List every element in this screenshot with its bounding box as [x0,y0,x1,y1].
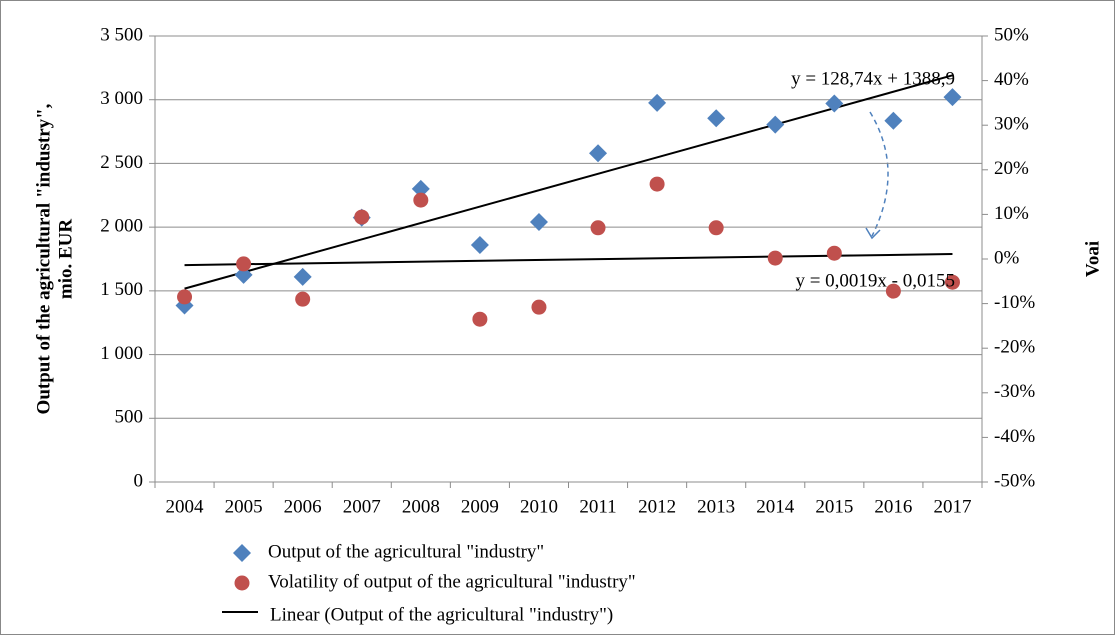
y-axis-label: Output of the agricultural "industry", [33,103,54,414]
x-tick-label: 2016 [874,496,912,517]
data-point [295,291,311,307]
y2-axis-label: Voai [1082,241,1103,277]
data-point [531,299,547,315]
data-point [590,220,606,236]
x-tick-label: 2017 [933,496,971,517]
data-point [470,235,489,254]
y-tick-label: 3 000 [100,88,143,109]
y2-tick-label: -40% [994,426,1035,447]
legend-marker [233,544,251,562]
legend-label: Volatility of output of the agricultural… [268,571,636,592]
data-point [767,250,783,266]
x-tick-label: 2004 [166,496,205,517]
data-point [354,209,370,225]
x-tick-label: 2015 [815,496,853,517]
y2-tick-label: 10% [994,203,1029,224]
data-point [649,176,665,192]
x-tick-label: 2014 [756,496,795,517]
data-point [413,192,429,208]
x-tick-label: 2010 [520,496,558,517]
y-tick-label: 1 500 [100,279,143,300]
data-point [234,265,253,284]
y-axis-label: mio. EUR [55,219,76,300]
data-point [884,111,903,130]
y-tick-label: 1 000 [100,343,143,364]
x-tick-label: 2013 [697,496,735,517]
trendline [184,74,953,290]
data-point [766,115,785,134]
legend-label: Output of the agricultural "industry" [268,541,544,562]
x-tick-label: 2006 [284,496,322,517]
x-tick-label: 2007 [343,496,381,517]
data-point [411,179,430,198]
annotation-arrowhead [865,227,881,240]
y-tick-label: 2 500 [100,152,143,173]
data-point [529,213,548,232]
x-tick-label: 2008 [402,496,440,517]
y2-tick-label: 20% [994,158,1029,179]
y2-tick-label: -10% [994,292,1035,313]
data-point [293,267,312,286]
y2-tick-label: 30% [994,114,1029,135]
trendline-equation: y = 0,0019x - 0,0155 [795,270,955,291]
y-tick-label: 500 [115,407,144,428]
y-tick-label: 3 500 [100,24,143,45]
data-point [825,94,844,113]
data-point [826,245,842,261]
y-tick-label: 2 000 [100,216,143,237]
data-point [177,289,193,305]
x-tick-label: 2009 [461,496,499,517]
annotation-arrow [869,111,889,237]
y2-tick-label: -50% [994,470,1035,491]
trendline-equation: y = 128,74x + 1388,9 [791,68,955,89]
y-tick-label: 0 [134,470,144,491]
y2-tick-label: 0% [994,247,1020,268]
y2-tick-label: 40% [994,69,1029,90]
data-point [708,220,724,236]
legend-label: Linear (Output of the agricultural "indu… [270,604,613,625]
data-point [236,256,252,272]
data-point [943,88,962,107]
data-point [472,311,488,327]
legend-marker [234,575,250,591]
data-point [885,283,901,299]
data-point [589,144,608,163]
x-tick-label: 2005 [225,496,263,517]
y2-tick-label: -30% [994,381,1035,402]
y2-tick-label: -20% [994,337,1035,358]
data-point [648,93,667,112]
y2-tick-label: 50% [994,24,1029,45]
x-tick-label: 2011 [579,496,616,517]
trendline [184,253,953,267]
data-point [944,274,960,290]
x-tick-label: 2012 [638,496,676,517]
data-point [707,109,726,128]
